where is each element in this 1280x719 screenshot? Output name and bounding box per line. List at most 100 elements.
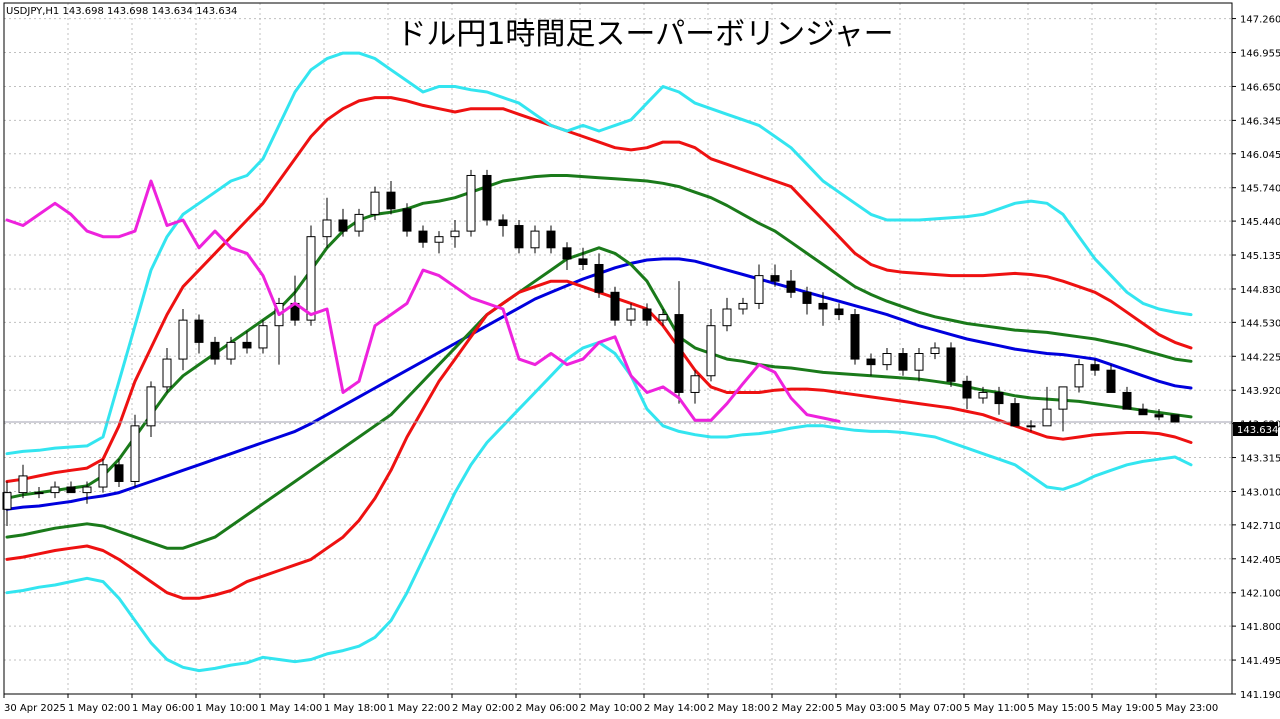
x-tick-label: 5 May 11:00 (964, 703, 1026, 714)
candle-body (802, 291, 812, 304)
x-tick-label: 30 Apr 2025 (4, 703, 66, 714)
candle-body (786, 280, 796, 293)
candle-body (978, 391, 988, 399)
candle-body (834, 308, 844, 316)
candle-body (546, 230, 556, 249)
y-tick-label: 143.010 (1240, 487, 1280, 498)
time-axis[interactable]: 30 Apr 2025 1 May 02:00 1 May 06:00 1 May 1… (3, 694, 1218, 714)
x-tick-label: 2 May 14:00 (644, 703, 706, 714)
candle-body (1170, 414, 1180, 423)
candle-body (242, 341, 252, 349)
candle-body (930, 347, 940, 355)
candle-body (1122, 391, 1132, 410)
y-tick-label: 145.440 (1240, 217, 1280, 228)
candle-body (162, 358, 172, 388)
candle-body (98, 464, 108, 488)
y-tick-label: 145.135 (1240, 251, 1280, 262)
price-axis[interactable]: 147.260 146.955 146.650 146.345 146.045 145.7… (1232, 15, 1280, 701)
symbol-info: USDJPY,H1 143.698 143.698 143.634 143.63… (6, 6, 237, 17)
band-series (5, 174, 1193, 500)
candle-body (882, 353, 892, 366)
candle-body (1058, 386, 1068, 410)
candle-body (306, 236, 316, 321)
candle-body (530, 230, 540, 249)
candle-body (482, 174, 492, 221)
x-tick-label: 1 May 18:00 (324, 703, 386, 714)
y-tick-label: 142.100 (1240, 589, 1280, 600)
candle-body (50, 486, 60, 494)
candle-body (114, 464, 124, 482)
candle-body (738, 302, 748, 310)
candle-body (498, 219, 508, 227)
candle-body (578, 258, 588, 265)
band-series (5, 96, 1193, 483)
candle-body (514, 225, 524, 249)
candle-body (466, 174, 476, 232)
candle-body (1010, 403, 1020, 427)
band-series (5, 246, 1193, 550)
y-tick-label: 144.530 (1240, 318, 1280, 329)
x-tick-label: 2 May 22:00 (772, 703, 834, 714)
candle-body (2, 492, 12, 510)
candle-body (626, 308, 636, 321)
y-tick-label: 146.045 (1240, 150, 1280, 161)
candle-body (258, 325, 268, 349)
candle-body (130, 425, 140, 482)
x-tick-label: 1 May 02:00 (68, 703, 130, 714)
x-tick-label: 2 May 02:00 (452, 703, 514, 714)
candle-body (658, 314, 668, 321)
candle-body (962, 380, 972, 399)
y-tick-label: 144.225 (1240, 352, 1280, 363)
y-tick-label: 142.405 (1240, 555, 1280, 566)
y-tick-label: 144.830 (1240, 285, 1280, 296)
candle-body (722, 308, 732, 327)
candle-body (1074, 364, 1084, 388)
candle-body (450, 230, 460, 238)
x-tick-label: 5 May 07:00 (900, 703, 962, 714)
candle-body (914, 353, 924, 371)
chikou-series (5, 179, 841, 423)
candlesticks (2, 169, 1180, 526)
x-tick-label: 1 May 10:00 (196, 703, 258, 714)
candle-body (562, 247, 572, 260)
candle-body (418, 230, 428, 243)
candle-body (754, 275, 764, 304)
x-tick-label: 5 May 15:00 (1028, 703, 1090, 714)
candle-body (210, 341, 220, 360)
current-price-label: 143.634 (1237, 425, 1278, 436)
candle-body (1026, 425, 1036, 428)
x-tick-label: 5 May 19:00 (1092, 703, 1154, 714)
candle-body (18, 475, 28, 494)
band-series (5, 51, 1193, 456)
candle-body (354, 213, 364, 232)
candle-body (866, 358, 876, 366)
candle-body (322, 219, 332, 238)
candle-body (146, 386, 156, 427)
candle-body (642, 308, 652, 321)
candle-body (1106, 369, 1116, 393)
x-tick-label: 1 May 22:00 (388, 703, 450, 714)
candle-body (610, 291, 620, 321)
y-tick-label: 145.740 (1240, 184, 1280, 195)
candle-body (34, 492, 44, 495)
candle-body (594, 263, 604, 293)
x-tick-label: 5 May 23:00 (1156, 703, 1218, 714)
candle-body (818, 302, 828, 310)
candle-body (82, 486, 92, 494)
candle-body (1090, 364, 1100, 371)
chikou-span (5, 179, 841, 423)
y-tick-label: 141.800 (1240, 622, 1280, 633)
x-tick-label: 2 May 06:00 (516, 703, 578, 714)
chart-title: ドル円1時間足スーパーボリンジャー (396, 17, 893, 52)
candle-body (770, 275, 780, 282)
y-tick-label: 143.315 (1240, 454, 1280, 465)
y-tick-label: 147.260 (1240, 15, 1280, 26)
plot-frame (3, 2, 1233, 695)
y-tick-label: 146.650 (1240, 82, 1280, 93)
candle-body (402, 208, 412, 232)
candle-body (946, 347, 956, 382)
y-tick-label: 141.495 (1240, 656, 1280, 667)
candle-body (338, 219, 348, 232)
y-tick-label: 146.345 (1240, 116, 1280, 127)
